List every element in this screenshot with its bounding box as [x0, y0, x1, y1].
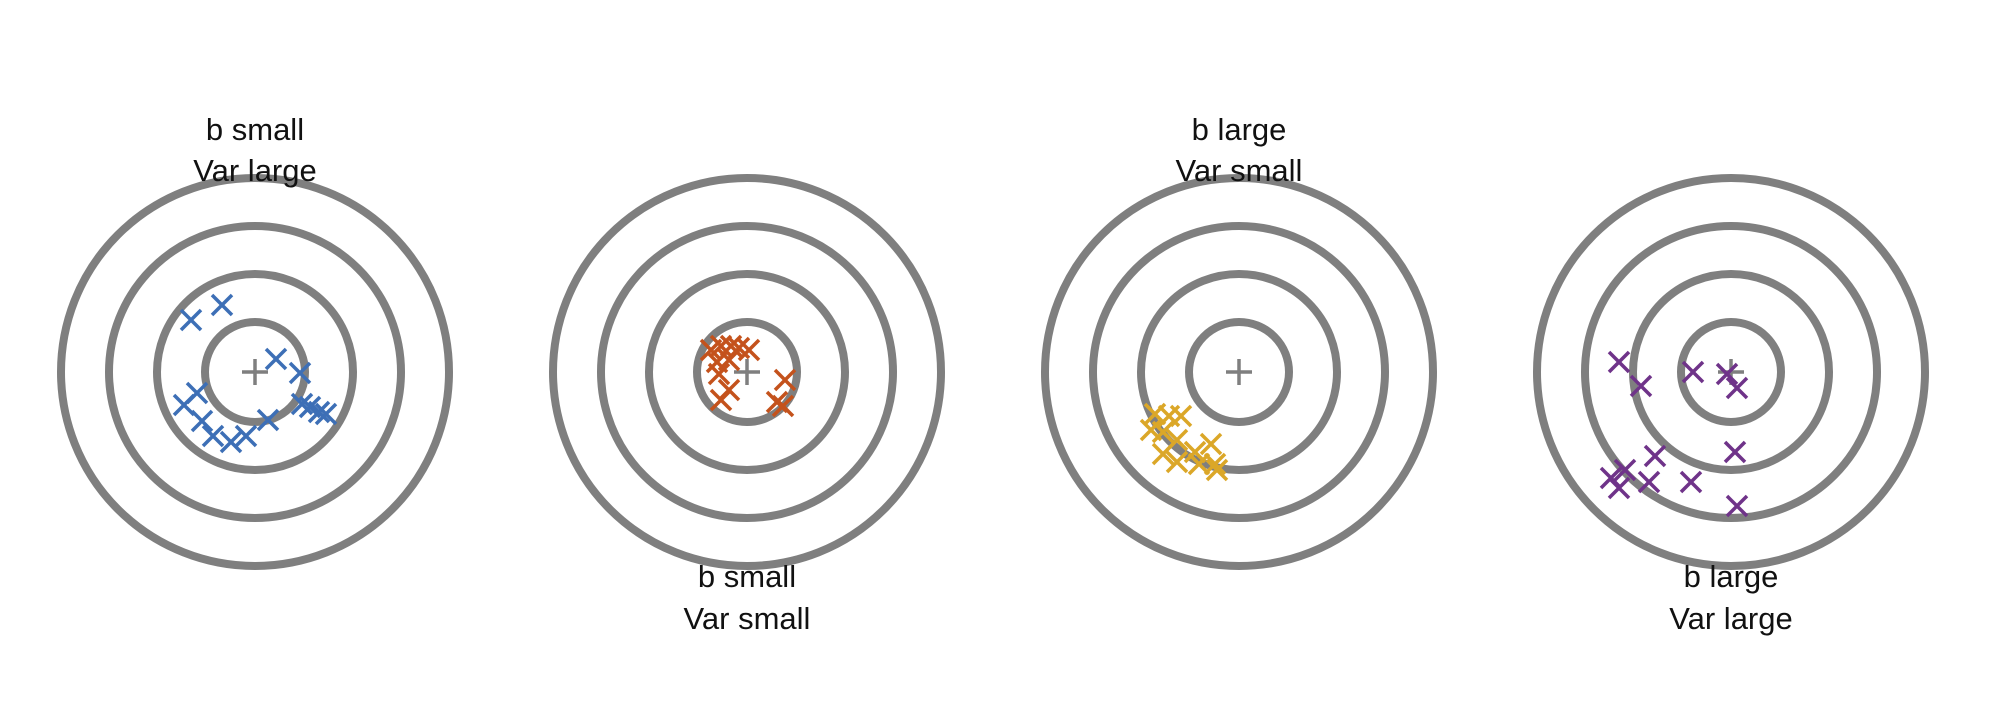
shot-x-icon — [201, 424, 225, 448]
shot-x-icon — [288, 361, 312, 385]
shot-x-icon — [210, 293, 234, 317]
label-variance: Var small — [684, 601, 811, 636]
label-variance: Var large — [1669, 601, 1793, 636]
target-b-large-var-small: b large Var small — [1041, 112, 1437, 570]
shot-x-icon — [1629, 374, 1653, 398]
shot-x-icon — [1715, 362, 1739, 386]
shot-x-icon — [307, 400, 331, 424]
shot-x-icon — [219, 430, 243, 454]
ring-3 — [1089, 222, 1389, 522]
shot-x-icon — [1723, 440, 1747, 464]
target-b-small-var-large: b small Var large — [57, 112, 453, 570]
ring-1 — [1185, 318, 1293, 426]
shot-x-icon — [771, 394, 795, 418]
shot-x-icon — [1637, 470, 1661, 494]
shot-x-icon — [773, 368, 797, 392]
shot-x-icon — [1725, 494, 1749, 518]
ring-4 — [1533, 174, 1929, 570]
shot-x-icon — [172, 393, 196, 417]
label-variance: Var large — [193, 153, 317, 188]
center-plus-icon — [242, 359, 268, 385]
shot-x-icon — [1607, 350, 1631, 374]
shot-x-icon — [264, 347, 288, 371]
shot-x-icon — [1613, 458, 1637, 482]
shot-x-icon — [179, 308, 203, 332]
label-bias: b small — [698, 559, 796, 594]
ring-1 — [1677, 318, 1785, 426]
shot-x-icon — [1681, 360, 1705, 384]
ring-3 — [1581, 222, 1881, 522]
shot-x-icon — [314, 402, 338, 426]
shot-x-icon — [1203, 452, 1227, 476]
shot-x-icon — [1679, 470, 1703, 494]
shot-x-icon — [234, 424, 258, 448]
shot-x-icon — [1199, 432, 1223, 456]
center-plus-icon — [1226, 359, 1252, 385]
ring-4 — [1041, 174, 1437, 570]
shot-x-icon — [1205, 458, 1229, 482]
target-b-large-var-large: b large Var large — [1533, 174, 1929, 636]
shot-x-icon — [1187, 452, 1211, 476]
shot-x-icon — [1139, 418, 1163, 442]
shot-x-icon — [1725, 376, 1749, 400]
label-bias: b small — [206, 112, 304, 147]
label-variance: Var small — [1176, 153, 1303, 188]
shot-x-icon — [1607, 476, 1631, 500]
ring-2 — [1629, 270, 1833, 474]
ring-1 — [201, 318, 309, 426]
shot-x-icon — [707, 362, 731, 386]
shot-x-icon — [190, 409, 214, 433]
ring-2 — [645, 270, 849, 474]
shot-x-icon — [1183, 440, 1207, 464]
ring-3 — [597, 222, 897, 522]
shot-x-icon — [1165, 450, 1189, 474]
ring-2 — [1137, 270, 1341, 474]
shot-x-icon — [1151, 442, 1175, 466]
shot-x-icon — [1643, 444, 1667, 468]
shot-x-icon — [709, 334, 733, 358]
ring-2 — [153, 270, 357, 474]
target-b-small-var-small: b small Var small — [549, 174, 945, 636]
label-bias: b large — [1192, 112, 1287, 147]
shot-x-icon — [256, 408, 280, 432]
ring-4 — [57, 174, 453, 570]
label-bias: b large — [1684, 559, 1779, 594]
shot-x-icon — [717, 348, 741, 372]
shot-x-icon — [737, 338, 761, 362]
center-plus-icon — [734, 359, 760, 385]
ring-4 — [549, 174, 945, 570]
shot-x-icon — [1169, 404, 1193, 428]
shot-x-icon — [709, 388, 733, 412]
ring-3 — [105, 222, 405, 522]
ring-1 — [693, 318, 801, 426]
